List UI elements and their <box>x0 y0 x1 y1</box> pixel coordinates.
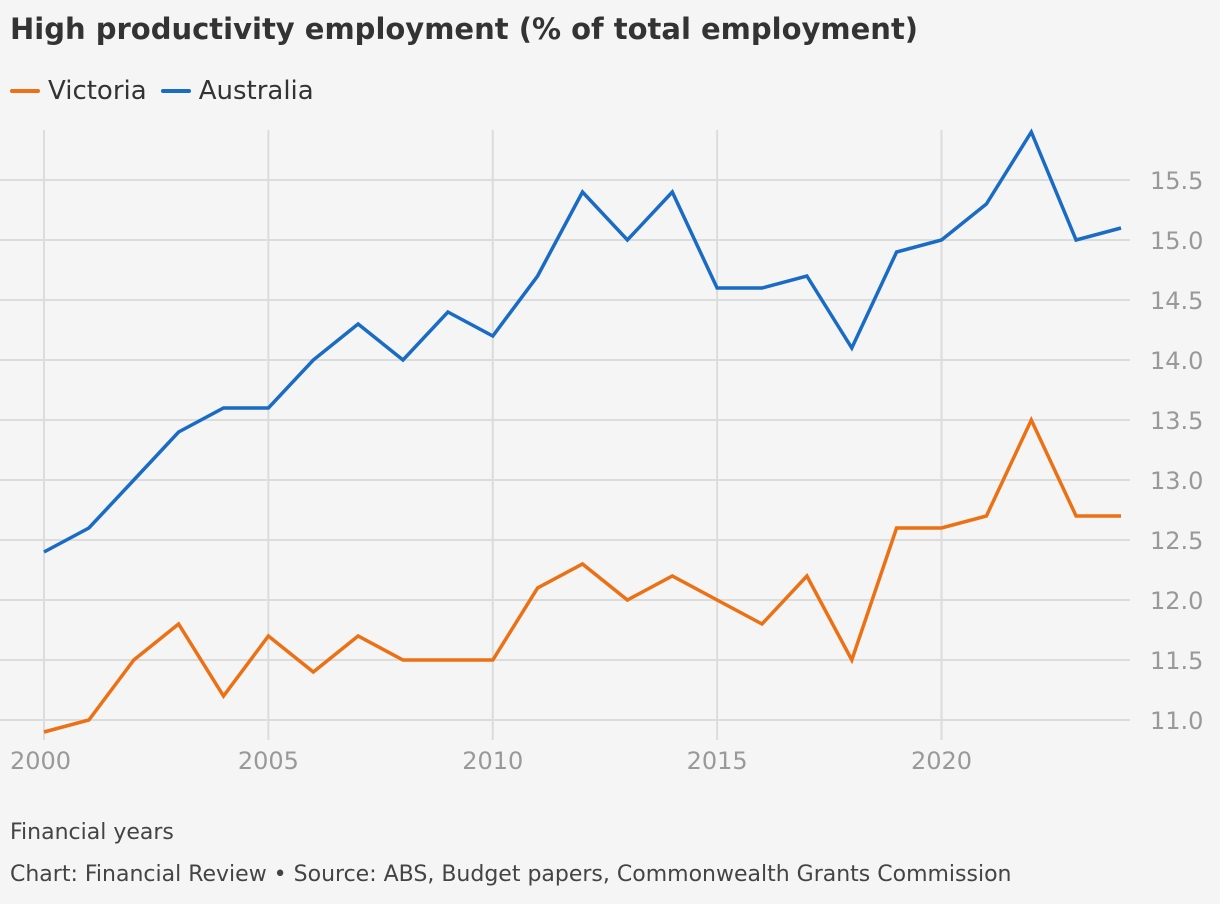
chart-title: High productivity employment (% of total… <box>10 12 919 46</box>
y-tick-label: 12.0 <box>1150 587 1203 615</box>
y-tick-label: 13.0 <box>1150 467 1203 495</box>
legend-swatch-australia <box>160 89 191 93</box>
y-tick-label: 11.5 <box>1150 647 1203 675</box>
x-tick-label: 2010 <box>462 747 523 775</box>
y-tick-label: 11.0 <box>1150 707 1203 735</box>
y-tick-label: 14.0 <box>1150 347 1203 375</box>
legend-label-victoria: Victoria <box>48 76 147 106</box>
source-note: Chart: Financial Review • Source: ABS, B… <box>10 862 1012 887</box>
x-tick-label: 2000 <box>10 747 71 775</box>
y-tick-label: 13.5 <box>1150 407 1203 435</box>
x-axis-ticks: 2000 2005 2010 2015 2020 <box>10 747 972 775</box>
grid <box>0 130 1130 740</box>
y-tick-label: 14.5 <box>1150 287 1203 315</box>
y-tick-label: 15.5 <box>1150 167 1203 195</box>
legend-item-victoria: Victoria <box>10 76 147 106</box>
y-tick-label: 12.5 <box>1150 527 1203 555</box>
y-tick-label: 15.0 <box>1150 227 1203 255</box>
x-tick-label: 2005 <box>238 747 299 775</box>
x-tick-label: 2015 <box>687 747 748 775</box>
y-axis-ticks: 11.0 11.5 12.0 12.5 13.0 13.5 14.0 14.5 15.0 15.5 <box>1150 167 1203 735</box>
x-axis-label: Financial years <box>10 820 174 845</box>
legend: Victoria Australia <box>10 76 328 106</box>
legend-item-australia: Australia <box>160 76 314 106</box>
x-tick-label: 2020 <box>911 747 972 775</box>
line-chart: 2000 2005 2010 2015 2020 11.0 11.5 12.0 12.5 13.… <box>0 128 1203 775</box>
series-line-australia <box>43 128 1122 554</box>
legend-swatch-victoria <box>10 89 40 93</box>
series-lines <box>43 128 1122 734</box>
legend-label-australia: Australia <box>198 76 314 106</box>
series-line-victoria <box>43 415 1121 734</box>
